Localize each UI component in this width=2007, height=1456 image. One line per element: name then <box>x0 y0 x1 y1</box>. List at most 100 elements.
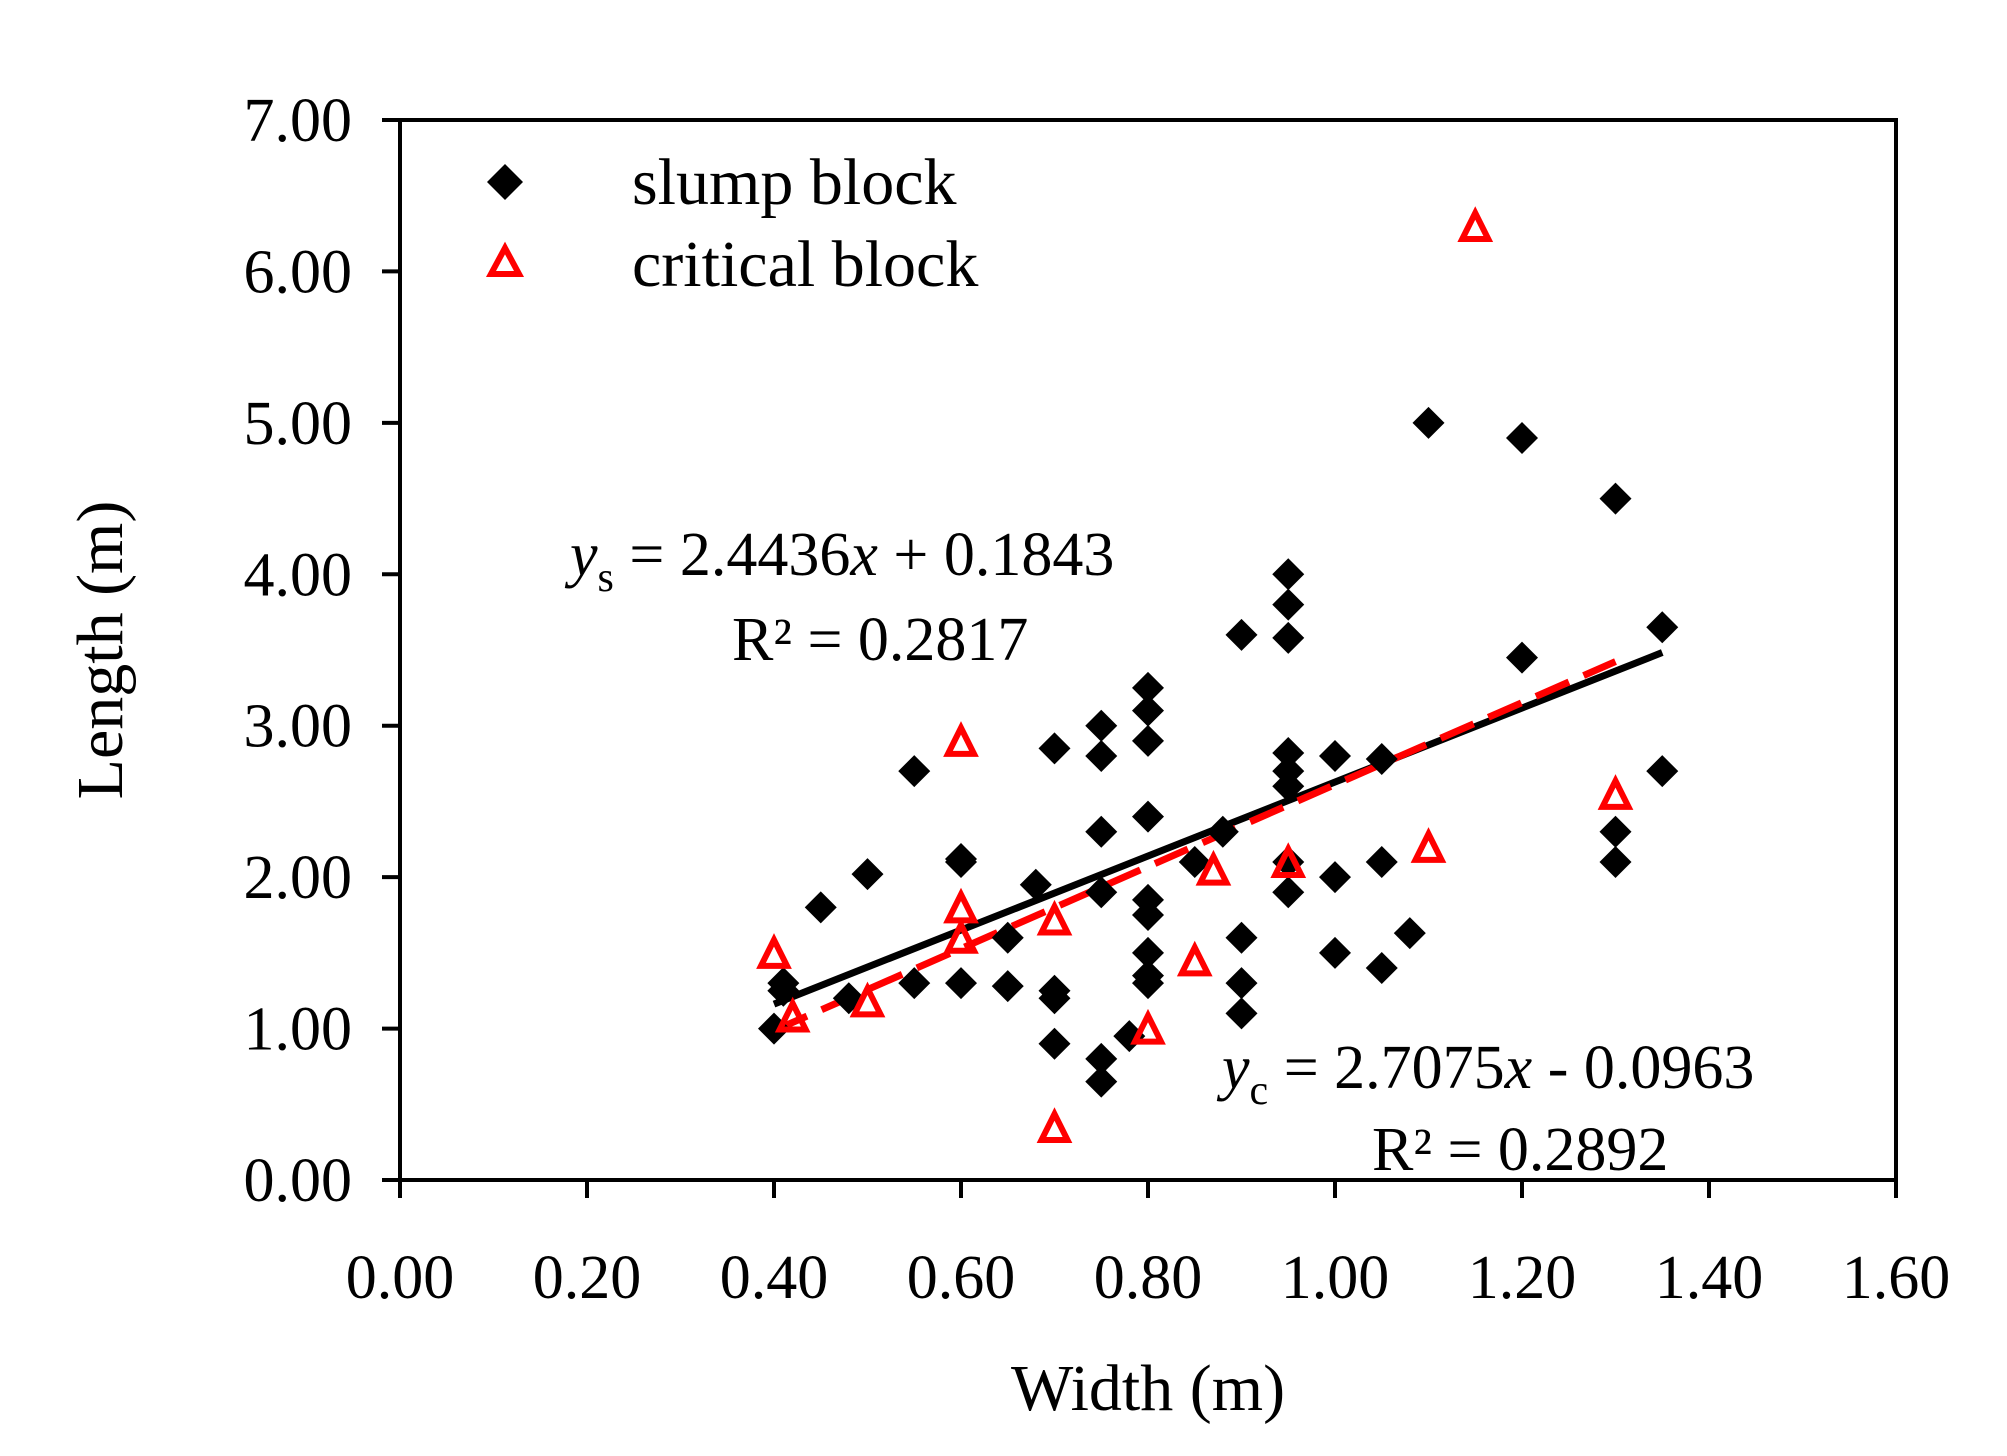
critical-block-point <box>1597 774 1634 810</box>
legend-marker-critical-block <box>485 241 525 277</box>
critical-eq-var: y <box>1216 1034 1250 1102</box>
slump-block-point <box>1085 876 1118 909</box>
slump-block-point <box>1206 815 1239 848</box>
slump-block-point <box>1599 815 1632 848</box>
x-tick-label: 0.20 <box>533 1244 642 1312</box>
slump-block-point <box>851 858 884 891</box>
critical-block-point <box>1036 1107 1073 1143</box>
x-tick-label: 1.60 <box>1842 1244 1951 1312</box>
slump-block-point <box>1646 755 1679 788</box>
slump-eq-var: y <box>564 521 598 589</box>
x-tick-label: 0.80 <box>1094 1244 1203 1312</box>
slump-block-point <box>804 891 837 924</box>
slump-block-point <box>1365 743 1398 776</box>
slump-block-point <box>945 846 977 878</box>
slump-block-point <box>1038 982 1071 1015</box>
critical-eq-rest: = 2.7075 <box>1268 1034 1504 1102</box>
y-tick-label: 5.00 <box>244 390 353 458</box>
slump-eq-rest: = 2.4436 <box>614 521 850 589</box>
critical-equation: yc = 2.7075x - 0.0963 R² = 0.2892 <box>1216 1034 1754 1184</box>
slump-block-point <box>1019 868 1052 901</box>
critical-block-point <box>756 933 792 969</box>
x-axis-title: Width (m) <box>1011 1352 1285 1425</box>
critical-block-point <box>943 721 979 757</box>
slump-eq-sub: s <box>598 555 614 601</box>
slump-eq-tail: + 0.1843 <box>878 521 1114 589</box>
y-tick-label: 1.00 <box>244 996 353 1064</box>
y-tick-label: 6.00 <box>244 238 353 306</box>
x-tick-label: 0.00 <box>346 1244 455 1312</box>
y-tick-label: 4.00 <box>244 541 353 609</box>
slump-block-point <box>1506 422 1538 454</box>
x-tick-label: 1.40 <box>1655 1244 1764 1312</box>
critical-block-point <box>849 981 886 1018</box>
slump-block-point <box>1225 967 1258 1000</box>
slump-block-point <box>1085 1065 1118 1098</box>
slump-block-point <box>1038 1027 1071 1060</box>
critical-block-point <box>1410 827 1447 863</box>
critical-eq-sub: c <box>1250 1068 1269 1114</box>
critical-block-point <box>1270 842 1307 878</box>
critical-block-point <box>1036 899 1073 936</box>
critical-block-point <box>1457 206 1494 242</box>
critical-block-point <box>1195 849 1232 886</box>
slump-block-point <box>1506 641 1538 674</box>
slump-block-point <box>1646 611 1679 644</box>
slump-block-point <box>1319 861 1351 894</box>
critical-block-point <box>943 918 979 954</box>
legend-label-slump-block: slump block <box>632 146 957 219</box>
slump-block-point <box>1132 936 1164 969</box>
slump-r2-text: R² = 0.2817 <box>732 606 1028 674</box>
y-axis-title: Length (m) <box>64 501 137 800</box>
x-tick-label: 0.60 <box>907 1244 1016 1312</box>
slump-block-point <box>1038 732 1071 765</box>
slump-equation: ys = 2.4436x + 0.1843 R² = 0.2817 <box>564 521 1114 674</box>
slump-block-point <box>1225 618 1258 651</box>
data-points <box>756 206 1679 1143</box>
critical-block-point <box>943 887 979 924</box>
slump-block-point <box>1599 846 1632 878</box>
slump-block-point <box>1085 815 1118 848</box>
critical-eq-x: x <box>1504 1034 1533 1102</box>
slump-block-point <box>1085 709 1118 742</box>
slump-block-point <box>991 921 1024 954</box>
slump-block-point <box>1225 997 1258 1030</box>
slump-block-point <box>991 970 1024 1003</box>
slump-block-point <box>898 967 931 1000</box>
slump-block-point <box>1319 936 1351 969</box>
slump-block-point <box>767 974 800 1007</box>
y-tick-label: 2.00 <box>244 844 353 912</box>
slump-block-point <box>1272 876 1305 909</box>
slump-block-point <box>1132 694 1164 727</box>
critical-r2-text: R² = 0.2892 <box>1372 1116 1668 1184</box>
slump-block-point <box>1599 482 1632 515</box>
slump-block-point <box>1085 740 1118 772</box>
slump-equation-text: ys = 2.4436x + 0.1843 <box>564 521 1114 601</box>
critical-equation-text: yc = 2.7075x - 0.0963 <box>1216 1034 1754 1114</box>
y-tick-label: 3.00 <box>244 693 353 761</box>
legend-marker-slump-block <box>487 164 523 200</box>
x-tick-label: 1.00 <box>1281 1244 1390 1312</box>
y-tick-label: 0.00 <box>244 1147 353 1215</box>
critical-eq-tail: - 0.0963 <box>1532 1034 1754 1102</box>
slump-block-point <box>1319 740 1351 772</box>
legend-label-critical-block: critical block <box>632 228 978 301</box>
slump-block-point <box>1132 724 1164 757</box>
slump-block-point <box>1132 967 1164 1000</box>
x-tick-label: 1.20 <box>1468 1244 1577 1312</box>
slump-block-point <box>1365 952 1398 984</box>
slump-block-point <box>1365 846 1398 878</box>
slump-eq-x: x <box>849 521 878 589</box>
slump-block-point <box>1272 770 1305 803</box>
slump-block-point <box>1393 917 1426 950</box>
critical-block-point <box>1130 1008 1166 1045</box>
x-tick-label: 0.40 <box>720 1244 829 1312</box>
y-tick-label: 7.00 <box>244 87 353 155</box>
slump-block-point <box>1132 671 1164 704</box>
critical-block-point <box>774 996 811 1033</box>
slump-block-point <box>1272 558 1305 591</box>
slump-block-point <box>1272 588 1305 621</box>
legend: slump block critical block <box>485 146 978 301</box>
